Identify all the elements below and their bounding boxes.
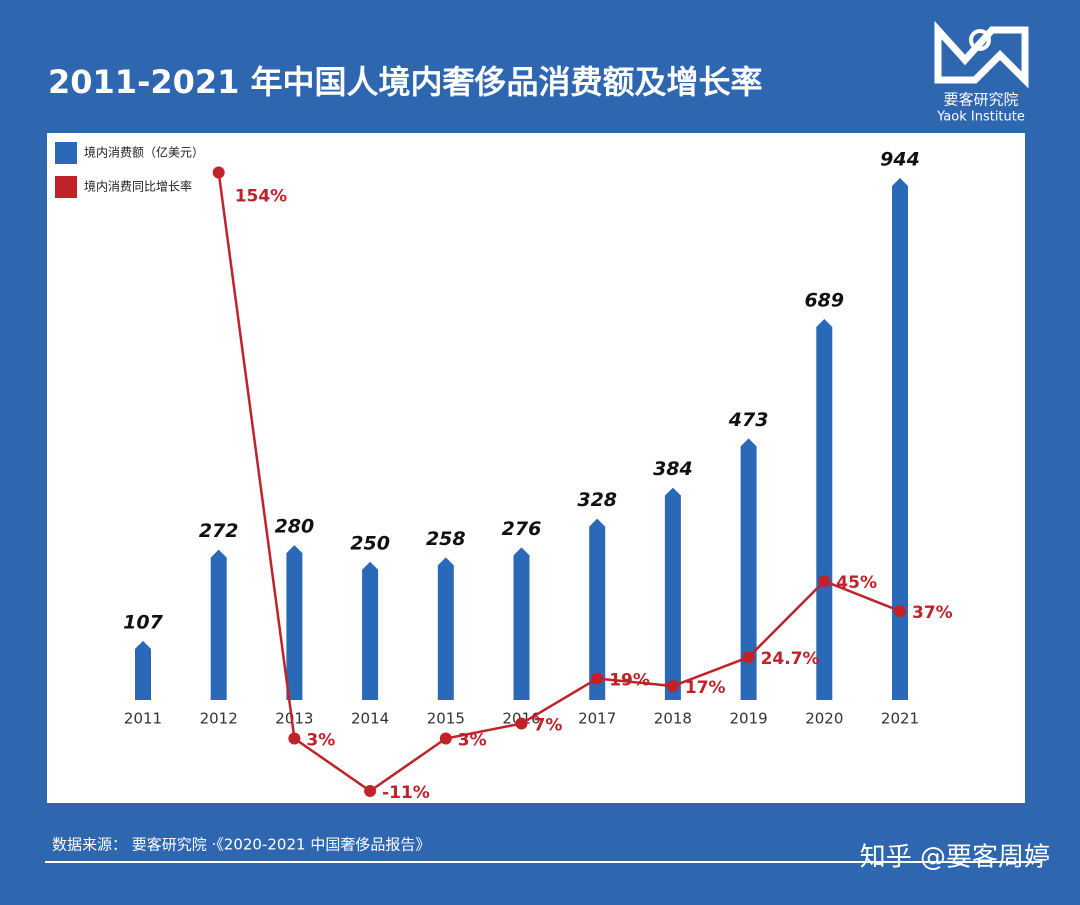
- bar: [740, 438, 757, 700]
- bar-value-label: 276: [502, 518, 542, 540]
- line-value-label: -11%: [382, 783, 430, 803]
- legend-label: 境内消费同比增长率: [84, 179, 192, 194]
- bar: [210, 549, 227, 700]
- x-tick-label: 2015: [427, 710, 465, 728]
- logo-cn: 要客研究院: [943, 91, 1018, 109]
- bar: [664, 487, 681, 700]
- bar-value-label: 689: [804, 289, 844, 311]
- bar-value-label: 250: [350, 532, 390, 554]
- x-tick-label: 2019: [730, 710, 768, 728]
- line-value-label: 3%: [306, 731, 335, 751]
- line-value-label: 37%: [912, 603, 953, 623]
- x-tick-label: 2012: [200, 710, 238, 728]
- line-point: [288, 732, 301, 745]
- bar: [362, 561, 379, 700]
- line-point: [894, 605, 906, 618]
- line-value-label: 17%: [685, 678, 726, 698]
- bar: [286, 545, 303, 700]
- watermark: 知乎 @要客周婷: [860, 843, 1050, 873]
- bar: [816, 318, 833, 700]
- line-point: [591, 672, 604, 685]
- x-tick-label: 2014: [351, 710, 389, 728]
- line-point: [515, 717, 528, 730]
- bar-value-label: 258: [426, 528, 466, 550]
- x-tick-label: 2020: [805, 710, 843, 728]
- line-value-label: 154%: [235, 186, 288, 206]
- bar-value-label: 328: [577, 489, 617, 511]
- line-value-label: 24.7%: [761, 649, 820, 669]
- bar-value-label: 944: [880, 148, 920, 170]
- line-value-label: 19%: [609, 671, 650, 691]
- line-value-label: 3%: [458, 731, 487, 751]
- line-point: [212, 166, 225, 179]
- title: 2011-2021 年中国人境内奢侈品消费额及增长率: [48, 63, 763, 101]
- line-point: [818, 575, 831, 588]
- bar-value-label: 272: [199, 520, 239, 542]
- bar-value-label: 107: [123, 611, 163, 633]
- line-value-label: 7%: [534, 716, 563, 736]
- bar: [589, 518, 606, 700]
- line-point: [364, 785, 377, 798]
- line-point: [439, 732, 452, 745]
- line: [217, 172, 901, 793]
- legend-swatch: [55, 142, 77, 164]
- bar-value-label: 280: [275, 516, 315, 538]
- bar-value-label: 384: [653, 458, 693, 480]
- logo: [934, 20, 1029, 89]
- x-tick-label: 2017: [578, 710, 616, 728]
- x-tick-label: 2018: [654, 710, 692, 728]
- bar: [135, 640, 151, 700]
- plot-panel: [47, 133, 1025, 803]
- logo-mark: [934, 20, 1029, 89]
- legend-swatch: [55, 176, 77, 198]
- line-point: [742, 651, 755, 664]
- source: 数据来源： 要客研究院 ·《2020-2021 中国奢侈品报告》: [52, 836, 430, 854]
- bar-value-label: 473: [728, 409, 769, 431]
- bar: [513, 547, 530, 700]
- bar: [892, 177, 908, 700]
- logo-lens: [969, 29, 991, 51]
- x-tick-label: 2021: [881, 710, 919, 728]
- x-tick-label: 2013: [275, 710, 313, 728]
- line-point: [666, 680, 679, 693]
- line-value-label: 45%: [836, 573, 877, 593]
- bar: [437, 557, 454, 700]
- legend-label: 境内消费额（亿美元）: [84, 145, 204, 160]
- logo-en: Yaok Institute: [936, 110, 1025, 125]
- x-tick-label: 2011: [124, 710, 162, 728]
